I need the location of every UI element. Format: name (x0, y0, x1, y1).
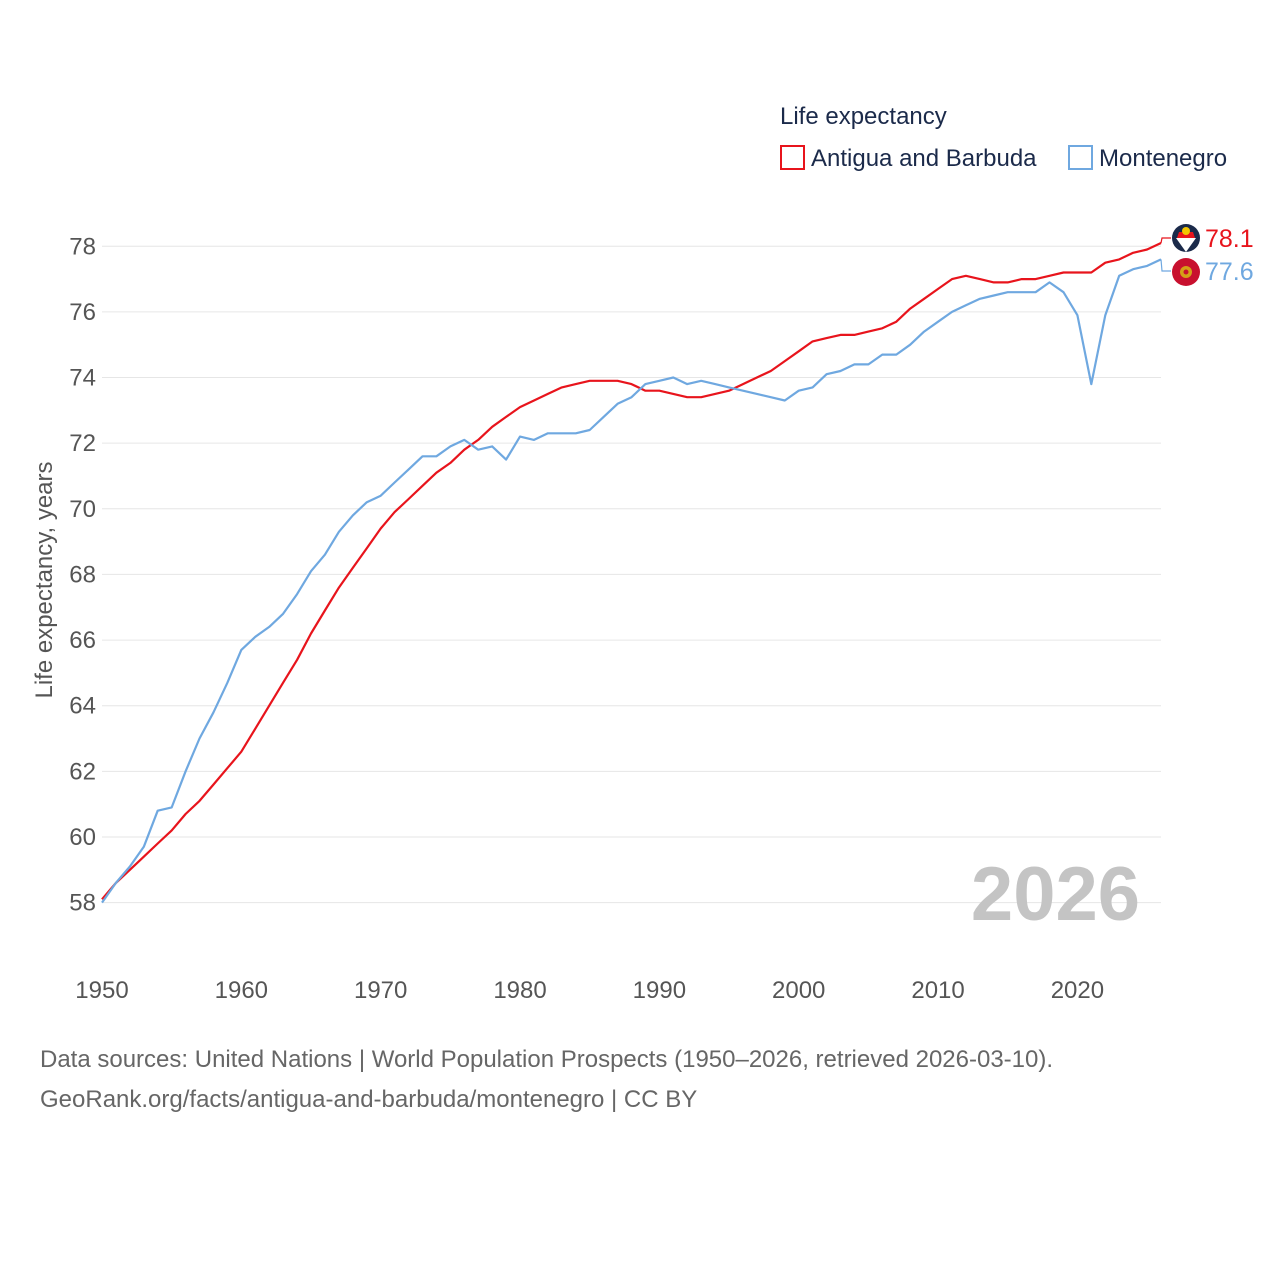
source-link[interactable]: GeoRank.org/facts/antigua-and-barbuda/mo… (40, 1086, 698, 1113)
y-tick-label: 72 (69, 430, 96, 457)
y-tick-label: 78 (69, 233, 96, 260)
y-axis: 58 60 62 64 66 68 70 72 74 76 78 (69, 233, 96, 916)
year-watermark: 2026 (971, 852, 1140, 937)
legend-title: Life expectancy (780, 103, 947, 130)
x-tick-label: 2000 (772, 977, 825, 1004)
legend-swatch-antigua[interactable] (780, 145, 805, 170)
x-axis: 1950 1960 1970 1980 1990 2000 2010 2020 (75, 977, 1104, 1004)
y-tick-label: 60 (69, 824, 96, 851)
legend-label-montenegro[interactable]: Montenegro (1099, 145, 1227, 172)
x-tick-label: 1950 (75, 977, 128, 1004)
end-labels: 78.1 77.6 (1160, 225, 1254, 286)
source-line: Data sources: United Nations | World Pop… (40, 1046, 1054, 1073)
gridlines (102, 245, 1161, 904)
series-line-antigua (101, 242, 1162, 901)
series-line-montenegro (101, 258, 1162, 904)
end-label-connector (1160, 237, 1171, 244)
end-value-label: 77.6 (1205, 258, 1254, 286)
y-tick-label: 58 (69, 890, 96, 917)
x-tick-label: 1970 (354, 977, 407, 1004)
y-tick-label: 66 (69, 627, 96, 654)
end-label-connector (1160, 259, 1171, 272)
x-tick-label: 1980 (493, 977, 546, 1004)
x-tick-label: 2010 (911, 977, 964, 1004)
legend-label-antigua[interactable]: Antigua and Barbuda (811, 145, 1037, 172)
legend-swatch-montenegro[interactable] (1068, 145, 1093, 170)
legend: Life expectancy Antigua and Barbuda Mont… (780, 103, 1227, 172)
sources-footer: Data sources: United Nations | World Pop… (40, 1040, 1260, 1120)
line-chart: Life expectancy Antigua and Barbuda Mont… (31, 103, 1254, 1004)
y-tick-label: 74 (69, 365, 96, 392)
y-tick-label: 70 (69, 496, 96, 523)
antigua-flag-icon (1172, 224, 1200, 252)
series-lines (101, 242, 1162, 904)
montenegro-flag-icon (1172, 258, 1200, 286)
y-tick-label: 68 (69, 561, 96, 588)
x-tick-label: 1960 (215, 977, 268, 1004)
x-tick-label: 1990 (633, 977, 686, 1004)
y-tick-label: 64 (69, 693, 96, 720)
y-axis-title: Life expectancy, years (31, 461, 58, 698)
y-tick-label: 76 (69, 299, 96, 326)
end-value-label: 78.1 (1205, 225, 1254, 253)
y-tick-label: 62 (69, 758, 96, 785)
x-tick-label: 2020 (1051, 977, 1104, 1004)
